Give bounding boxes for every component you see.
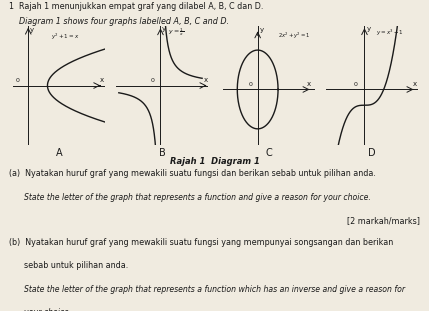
Text: $2x^2+y^2=1$: $2x^2+y^2=1$	[278, 31, 311, 41]
Text: C: C	[266, 148, 272, 158]
Text: (b)  Nyatakan huruf graf yang mewakili suatu fungsi yang mempunyai songsangan da: (b) Nyatakan huruf graf yang mewakili su…	[9, 238, 393, 247]
Text: Rajah 1  Diagram 1: Rajah 1 Diagram 1	[169, 157, 260, 166]
Text: y: y	[30, 27, 34, 33]
Text: y: y	[260, 27, 264, 33]
Text: 1  Rajah 1 menunjukkan empat graf yang dilabel A, B, C dan D.: 1 Rajah 1 menunjukkan empat graf yang di…	[9, 2, 263, 11]
Text: 0: 0	[248, 81, 252, 86]
Text: y: y	[366, 26, 371, 32]
Text: $y^2+1=x$: $y^2+1=x$	[51, 32, 80, 42]
Text: 0: 0	[354, 81, 358, 86]
Text: x: x	[204, 77, 208, 83]
Text: 0: 0	[16, 78, 20, 83]
Text: D: D	[369, 148, 376, 158]
Text: B: B	[159, 148, 165, 158]
Text: x: x	[307, 81, 311, 86]
Text: your choice.: your choice.	[9, 308, 71, 311]
Text: Diagram 1 shows four graphs labelled A, B, C and D.: Diagram 1 shows four graphs labelled A, …	[9, 17, 229, 26]
Text: 0: 0	[151, 78, 155, 83]
Text: $y=x^3-1$: $y=x^3-1$	[376, 27, 404, 38]
Text: [2 markah/marks]: [2 markah/marks]	[347, 216, 420, 225]
Text: State the letter of the graph that represents a function which has an inverse an: State the letter of the graph that repre…	[9, 285, 405, 294]
Text: $y=\frac{1}{x}$: $y=\frac{1}{x}$	[168, 27, 184, 38]
Text: sebab untuk pilihan anda.: sebab untuk pilihan anda.	[9, 261, 128, 270]
Text: (a)  Nyatakan huruf graf yang mewakili suatu fungsi dan berikan sebab untuk pili: (a) Nyatakan huruf graf yang mewakili su…	[9, 169, 375, 179]
Text: State the letter of the graph that represents a function and give a reason for y: State the letter of the graph that repre…	[9, 193, 371, 202]
Text: x: x	[413, 81, 417, 86]
Text: x: x	[100, 77, 103, 83]
Text: y: y	[162, 26, 166, 33]
Text: A: A	[56, 148, 62, 158]
